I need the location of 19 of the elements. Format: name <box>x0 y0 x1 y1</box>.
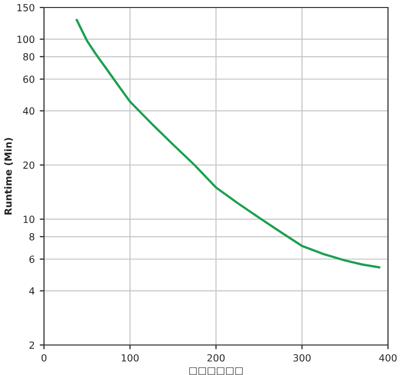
y-tick-label: 10 <box>24 216 34 224</box>
y-tick-label: 20 <box>23 161 34 169</box>
y-tick-label: 8 <box>29 233 34 240</box>
x-tick-label: 300 <box>293 354 311 362</box>
x-tick-label: 200 <box>207 354 225 362</box>
y-tick-label: 80 <box>23 53 34 60</box>
y-tick-label: 100 <box>17 36 34 44</box>
line-series <box>76 18 381 268</box>
y-tick-label: 4 <box>29 287 34 295</box>
x-axis-title: □□□□□□ <box>189 367 243 375</box>
x-tick-label: 400 <box>379 354 397 362</box>
y-tick-label: 2 <box>30 341 34 349</box>
y-tick-label: 60 <box>23 76 34 83</box>
y-tick-label: 6 <box>29 256 34 263</box>
y-axis-title: Runtime (Min) <box>4 138 13 214</box>
y-tick-label: 150 <box>17 4 34 12</box>
y-tick-label: 40 <box>23 107 34 115</box>
x-tick-label: 0 <box>42 354 46 362</box>
x-tick-label: 100 <box>122 354 139 362</box>
